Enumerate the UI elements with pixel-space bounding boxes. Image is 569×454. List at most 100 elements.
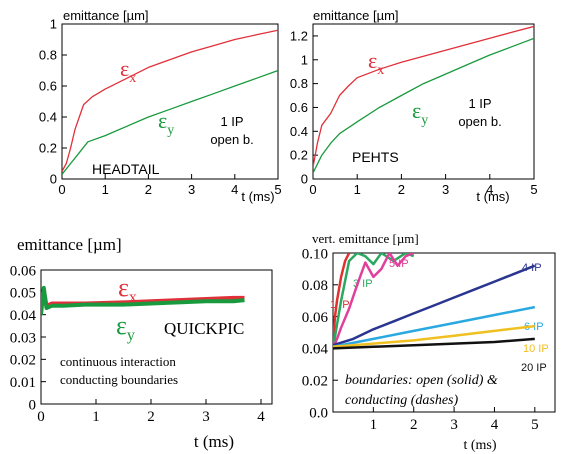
series-label: εx xyxy=(368,48,384,78)
series-label: εy xyxy=(116,311,135,344)
y-tick-label: 0.8 xyxy=(39,48,57,63)
chart-panel-1: 0 1 2 3 4 5 0 0.2 0.4 0.6 0.8 1 emittance [µm] t (ms)… xyxy=(39,8,282,204)
x-axis-label: t (ms) xyxy=(241,189,274,204)
y-tick-label: 0.05 xyxy=(10,286,36,302)
x-tick-label: 3 xyxy=(188,182,195,197)
y-tick-label: 1.2 xyxy=(290,28,308,43)
x-tick-label: 0 xyxy=(37,409,45,425)
code-label: HEADTAIL xyxy=(92,161,160,177)
series-line xyxy=(313,25,534,168)
plot-frame xyxy=(61,23,279,180)
config-label: 1 IP xyxy=(468,96,491,111)
x-axis-label: t (ms) xyxy=(463,438,496,453)
y-tick-label: 0.03 xyxy=(10,330,36,346)
code-label: QUICKPIC xyxy=(164,319,244,338)
x-tick-label: 5 xyxy=(530,182,537,197)
y-tick-label: 0.04 xyxy=(302,342,329,358)
y-tick-label: 1 xyxy=(50,17,57,32)
series-line xyxy=(333,324,535,349)
series-label-symbol: ε xyxy=(116,311,127,340)
x-axis-label: t (ms) xyxy=(194,432,234,451)
y-tick-label: 0.06 xyxy=(302,310,329,326)
series-label: εx xyxy=(120,56,136,86)
x-tick-label: 2 xyxy=(147,409,155,425)
x-tick-label: 2 xyxy=(410,417,418,433)
series-line xyxy=(333,253,351,344)
x-tick-label: 1 xyxy=(354,182,361,197)
y-axis-label: emittance [µm] xyxy=(17,235,122,254)
x-tick-label: 3 xyxy=(450,417,458,433)
series-label-subscript: x xyxy=(377,63,384,78)
code-label: PEHTS xyxy=(352,149,399,165)
y-tick-label: 0.06 xyxy=(10,263,37,279)
x-tick-label: 2 xyxy=(398,182,405,197)
series-label-subscript: x xyxy=(129,71,136,86)
series-label-subscript: x xyxy=(129,289,137,306)
x-tick-label: 3 xyxy=(202,409,210,425)
config-label: open b. xyxy=(458,114,501,129)
y-axis-label: emittance [µm] xyxy=(63,8,149,23)
x-tick-label: 1 xyxy=(370,417,378,433)
x-tick-label: 4 xyxy=(491,417,499,433)
y-tick-label: 1 xyxy=(301,52,308,67)
x-tick-label: 3 xyxy=(442,182,449,197)
y-tick-label: 0 xyxy=(301,172,308,187)
x-tick-label: 1 xyxy=(92,409,100,425)
y-tick-label: 0.2 xyxy=(39,141,57,156)
x-tick-label: 0 xyxy=(58,182,65,197)
x-tick-label: 1 xyxy=(102,182,109,197)
y-tick-label: 0.4 xyxy=(290,124,308,139)
note-label: continuous interaction xyxy=(60,354,176,369)
series-label: εy xyxy=(158,108,174,138)
y-axis-label: emittance [µm] xyxy=(313,8,399,23)
y-tick-label: 0.6 xyxy=(39,79,57,94)
series-label-subscript: y xyxy=(127,327,135,344)
y-tick-label: 0.01 xyxy=(10,375,36,391)
y-tick-label: 0.8 xyxy=(290,76,308,91)
y-tick-label: 0.0 xyxy=(309,405,328,421)
series-label-symbol: ε xyxy=(412,98,421,123)
y-tick-label: 0.10 xyxy=(302,246,328,262)
config-label: open b. xyxy=(210,132,253,147)
series-line xyxy=(333,253,415,349)
y-tick-label: 0.04 xyxy=(10,308,37,324)
y-axis-label: vert. emittance [µm] xyxy=(312,231,419,246)
series-line xyxy=(62,29,278,172)
y-tick-label: 0.02 xyxy=(10,353,36,369)
y-tick-label: 0.02 xyxy=(302,373,328,389)
x-tick-label: 2 xyxy=(145,182,152,197)
series-label: 10 IP xyxy=(523,343,549,355)
x-tick-label: 5 xyxy=(531,417,539,433)
series-line xyxy=(313,37,534,174)
series-label-subscript: y xyxy=(167,123,174,138)
y-tick-label: 0.2 xyxy=(290,148,308,163)
plot-frame xyxy=(312,23,535,180)
series-label: εx xyxy=(118,273,137,306)
series-label: εy xyxy=(412,98,428,128)
series-line xyxy=(62,69,278,175)
y-tick-label: 0.08 xyxy=(302,278,328,294)
series-label-symbol: ε xyxy=(368,48,377,73)
chart-panel-2: 0 1 2 3 4 5 0 0.2 0.4 0.6 0.8 1 1.2 emittance [µm] t (… xyxy=(290,8,538,204)
series-label: 4 IP xyxy=(522,262,542,274)
y-tick-label: 0 xyxy=(29,397,37,413)
x-axis-label: t (ms) xyxy=(476,189,509,204)
series-label-symbol: ε xyxy=(120,56,129,81)
note-label: conducting (dashes) xyxy=(345,393,458,408)
series-label: 20 IP xyxy=(521,362,547,374)
series-label-subscript: y xyxy=(421,113,428,128)
note-label: conducting boundaries xyxy=(60,372,178,387)
y-tick-label: 0.6 xyxy=(290,100,308,115)
chart-panel-3: 0 1 2 3 4 0 0.01 0.02 0.03 0.04 0.05 0.06 emittance … xyxy=(10,235,273,451)
series-label-symbol: ε xyxy=(158,108,167,133)
series-line xyxy=(333,337,535,350)
series-label: 5 IP xyxy=(389,258,409,270)
series-label-symbol: ε xyxy=(118,273,129,302)
x-tick-label: 5 xyxy=(274,182,281,197)
y-tick-label: 0 xyxy=(50,172,57,187)
series-line xyxy=(333,305,536,349)
x-tick-label: 4 xyxy=(257,409,265,425)
y-tick-label: 0.4 xyxy=(39,110,57,125)
